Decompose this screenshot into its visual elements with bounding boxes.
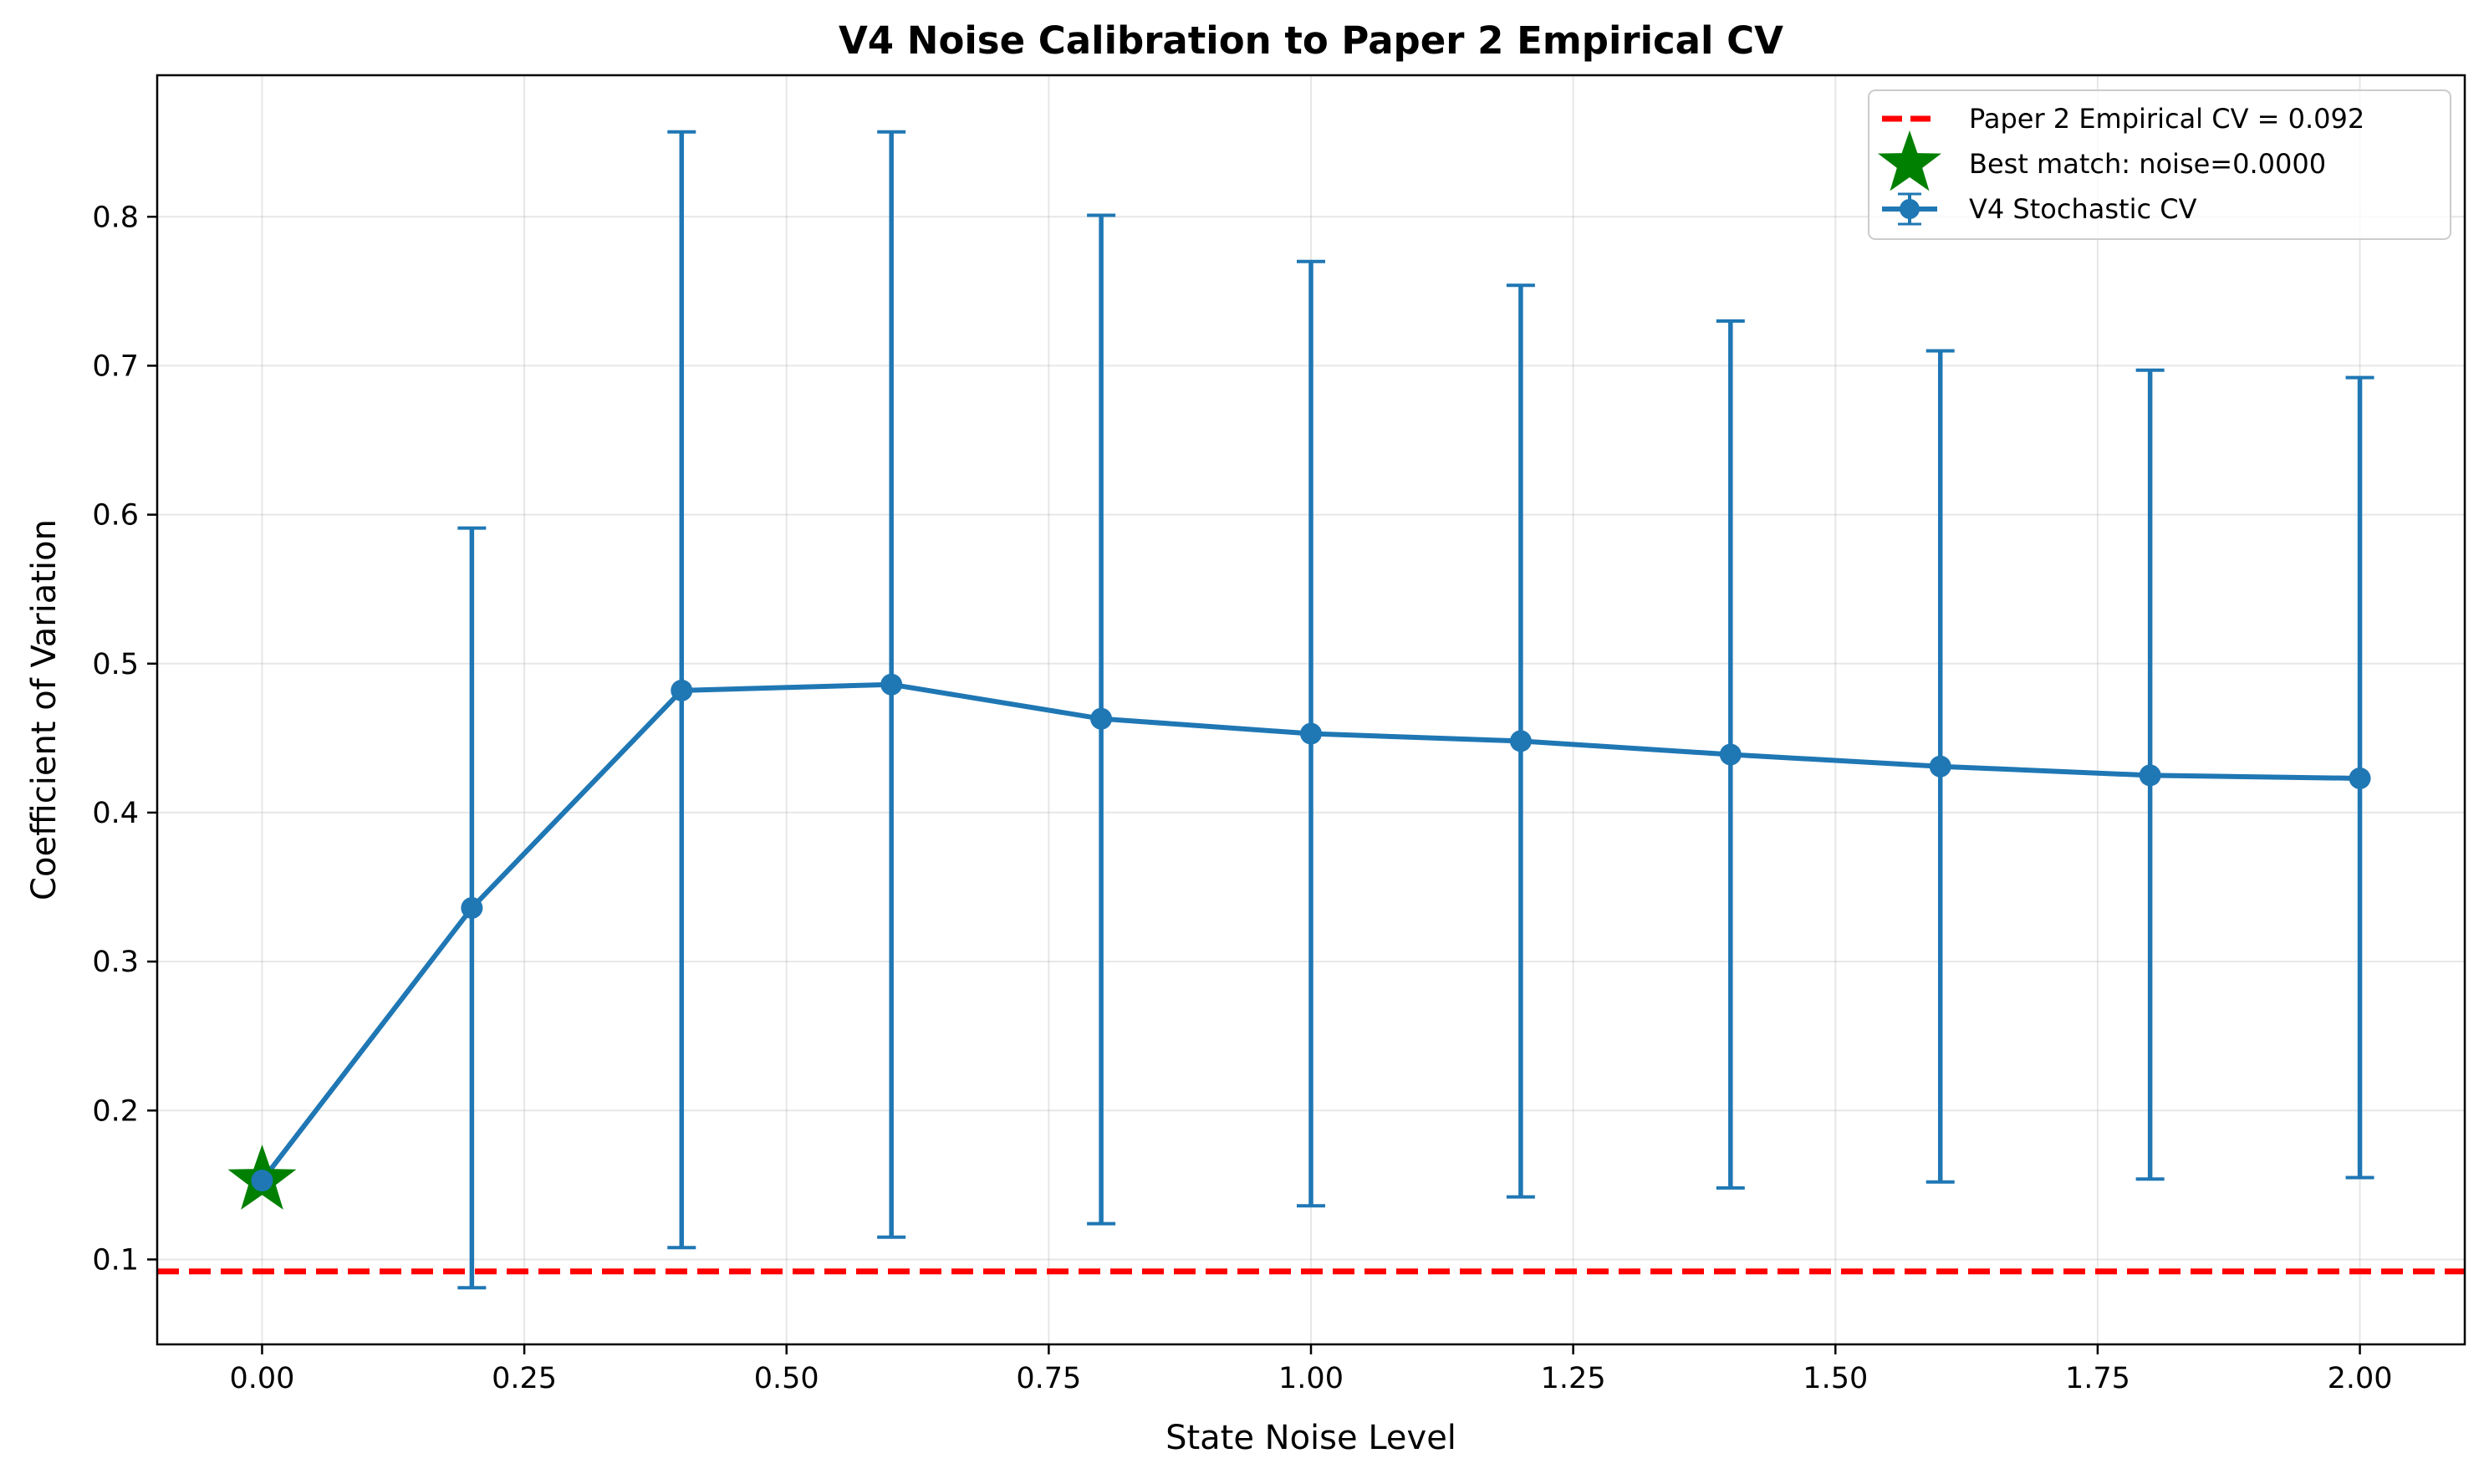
data-point bbox=[1719, 743, 1742, 766]
legend: Paper 2 Empirical CV = 0.092 Best match: … bbox=[1868, 89, 2451, 240]
legend-label: V4 Stochastic CV bbox=[1969, 193, 2197, 225]
data-point bbox=[251, 1170, 273, 1192]
x-tick-label: 0.75 bbox=[1016, 1362, 1081, 1395]
x-tick-label: 1.25 bbox=[1541, 1362, 1606, 1395]
y-tick-label: 0.6 bbox=[92, 499, 139, 533]
y-tick-label: 0.8 bbox=[92, 201, 139, 234]
legend-box bbox=[1868, 89, 2451, 240]
data-point bbox=[1300, 722, 1322, 745]
x-tick-label: 0.50 bbox=[754, 1362, 819, 1395]
data-point bbox=[671, 679, 693, 701]
legend-label: Best match: noise=0.0000 bbox=[1969, 148, 2326, 180]
y-tick-label: 0.5 bbox=[92, 648, 139, 681]
y-tick-label: 0.7 bbox=[92, 349, 139, 383]
x-tick-label: 1.50 bbox=[1803, 1362, 1868, 1395]
data-point bbox=[1509, 730, 1532, 752]
data-point bbox=[461, 896, 483, 919]
y-tick-label: 0.1 bbox=[92, 1243, 139, 1277]
x-tick-label: 1.75 bbox=[2065, 1362, 2130, 1395]
data-point bbox=[880, 673, 903, 696]
x-axis-label: State Noise Level bbox=[1165, 1419, 1456, 1457]
y-tick-label: 0.3 bbox=[92, 946, 139, 979]
x-tick-label: 1.00 bbox=[1278, 1362, 1344, 1395]
x-tick-label: 2.00 bbox=[2328, 1362, 2393, 1395]
data-point bbox=[1929, 755, 1951, 778]
chart-title: V4 Noise Calibration to Paper 2 Empirica… bbox=[839, 18, 1783, 63]
y-axis-label: Coefficient of Variation bbox=[25, 519, 64, 900]
legend-handle-marker bbox=[1900, 199, 1920, 219]
data-layer bbox=[157, 130, 2465, 1290]
data-point bbox=[2349, 767, 2371, 789]
legend-label: Paper 2 Empirical CV = 0.092 bbox=[1969, 103, 2364, 135]
y-tick-label: 0.2 bbox=[92, 1094, 139, 1128]
y-tick-label: 0.4 bbox=[92, 797, 139, 830]
data-point bbox=[1090, 707, 1113, 730]
data-point bbox=[2139, 764, 2161, 787]
x-tick-label: 0.00 bbox=[229, 1362, 294, 1395]
legend-handle-star bbox=[1878, 130, 1941, 191]
x-tick-label: 0.25 bbox=[492, 1362, 557, 1395]
tick-layer: 0.00 0.25 0.50 0.75 1.00 1.25 1.50 1.75 2.00 0.1 0… bbox=[92, 201, 2392, 1395]
